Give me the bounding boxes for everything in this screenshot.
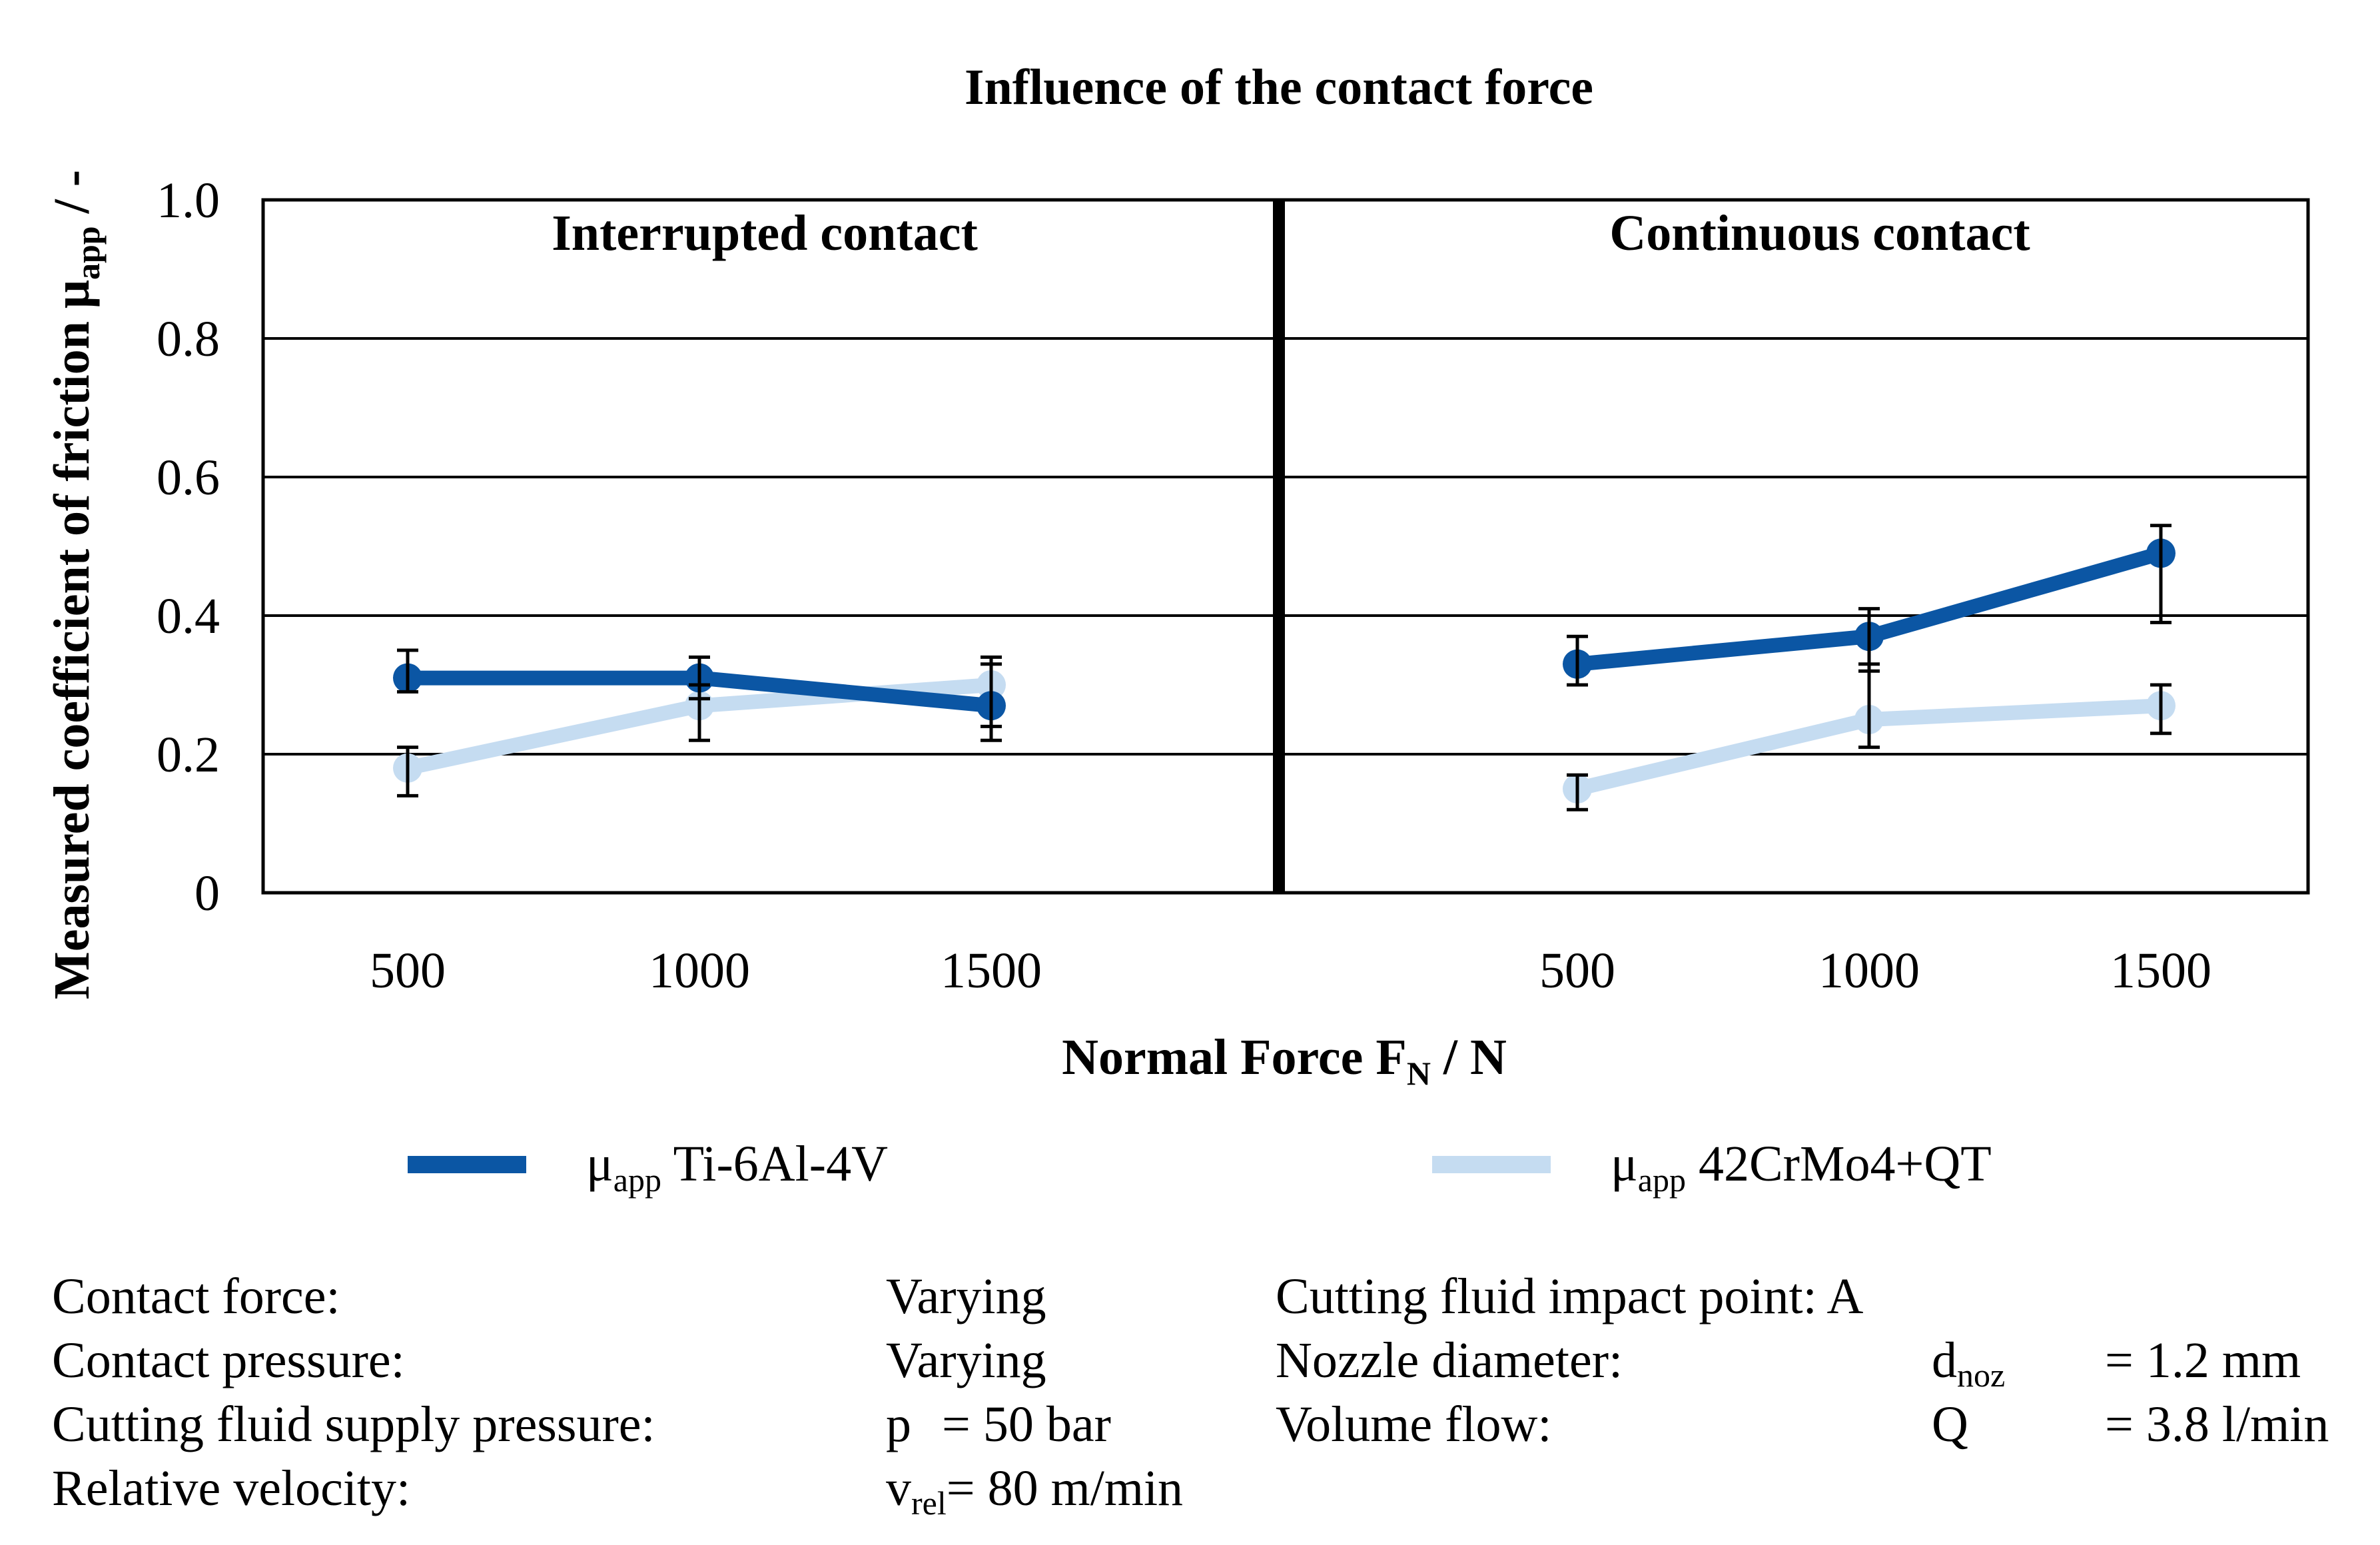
param-value-contact-force: Varying <box>886 1269 1046 1324</box>
velocity-symbol: v <box>886 1460 911 1516</box>
pressure-symbol: p <box>886 1396 911 1452</box>
error-bar-ti6al4v <box>2150 524 2172 624</box>
x-tick-label: 1000 <box>1818 943 1920 999</box>
y-axis-label: Measured coefficient of friction μapp / … <box>44 170 107 999</box>
error-bar-ti6al4v <box>981 662 1002 742</box>
y-tick-labels: 0 0.2 0.4 0.6 0.8 1.0 <box>157 173 220 921</box>
x-tick-labels: 500 1000 1500 500 1000 1500 <box>370 943 2211 999</box>
nozzle-symbol: dnoz <box>1932 1332 2006 1394</box>
param-label-supply-pressure: Cutting fluid supply pressure: <box>52 1396 655 1452</box>
y-tick-label: 0.6 <box>157 450 220 506</box>
error-bar-42crmo4qt <box>1858 662 1880 750</box>
parameter-right-labels: Cutting fluid impact point: A Nozzle dia… <box>1276 1265 1863 1456</box>
plot-frame <box>261 198 2310 895</box>
parameter-right-values: = 1.2 mm = 3.8 l/min <box>2105 1328 2329 1456</box>
error-bar-42crmo4qt <box>397 746 418 797</box>
legend-label-ti6al4v: μapp Ti-6Al-4V <box>586 1136 888 1199</box>
panel-title-continuous: Continuous contact <box>1609 205 2030 261</box>
error-bar-ti6al4v <box>1567 634 1588 687</box>
error-bar-42crmo4qt <box>1567 773 1588 811</box>
param-label-relative-velocity: Relative velocity: <box>52 1460 411 1516</box>
y-tick-label: 0 <box>195 865 220 921</box>
y-tick-label: 0.8 <box>157 311 220 367</box>
x-tick-label: 500 <box>370 943 446 999</box>
param-value-contact-pressure: Varying <box>886 1332 1046 1388</box>
pressure-value: = 50 bar <box>942 1396 1111 1452</box>
y-tick-label: 0.2 <box>157 727 220 783</box>
parameter-right-symbols: dnoz Q <box>1932 1328 2005 1456</box>
param-value-supply-pressure: p = 50 bar <box>886 1392 1183 1456</box>
x-tick-label: 1500 <box>941 943 1042 999</box>
error-bar-ti6al4v <box>1858 607 1880 673</box>
parameter-values: Varying Varying p = 50 bar vrel= 80 m/min <box>886 1265 1184 1522</box>
legend-label-42crmo4: μapp 42CrMo4+QT <box>1611 1136 1992 1199</box>
panel-title-interrupted: Interrupted contact <box>552 205 978 261</box>
error-bar-ti6al4v <box>397 648 418 694</box>
error-bar-42crmo4qt <box>2150 683 2172 736</box>
error-bar-ti6al4v <box>689 655 710 701</box>
legend: μapp Ti-6Al-4V μapp 42CrMo4+QT <box>408 1136 1992 1199</box>
grid-layer <box>263 337 2308 756</box>
param-label-nozzle-diameter: Nozzle diameter: <box>1276 1332 1623 1388</box>
param-label-volume-flow: Volume flow: <box>1276 1396 1552 1452</box>
y-tick-label: 1.0 <box>157 173 220 229</box>
nozzle-value: = 1.2 mm <box>2105 1332 2301 1388</box>
y-tick-label: 0.4 <box>157 588 220 644</box>
flow-symbol: Q <box>1932 1396 1968 1452</box>
x-tick-label: 1500 <box>2110 943 2211 999</box>
velocity-sub: rel <box>911 1484 947 1522</box>
velocity-value: = 80 m/min <box>946 1460 1184 1516</box>
x-axis-label: Normal Force FN / N <box>1062 1029 1507 1092</box>
param-label-impact-point: Cutting fluid impact point: A <box>1276 1269 1864 1324</box>
x-tick-label: 500 <box>1539 943 1615 999</box>
flow-value: = 3.8 l/min <box>2105 1396 2329 1452</box>
x-tick-label: 1000 <box>649 943 750 999</box>
parameter-labels: Contact force: Contact pressure: Cutting… <box>52 1265 655 1520</box>
param-label-contact-force: Contact force: <box>52 1269 340 1324</box>
param-label-contact-pressure: Contact pressure: <box>52 1332 405 1388</box>
param-value-relative-velocity: vrel= 80 m/min <box>886 1456 1184 1522</box>
chart-title: Influence of the contact force <box>965 59 1593 115</box>
series-layer <box>393 524 2176 811</box>
